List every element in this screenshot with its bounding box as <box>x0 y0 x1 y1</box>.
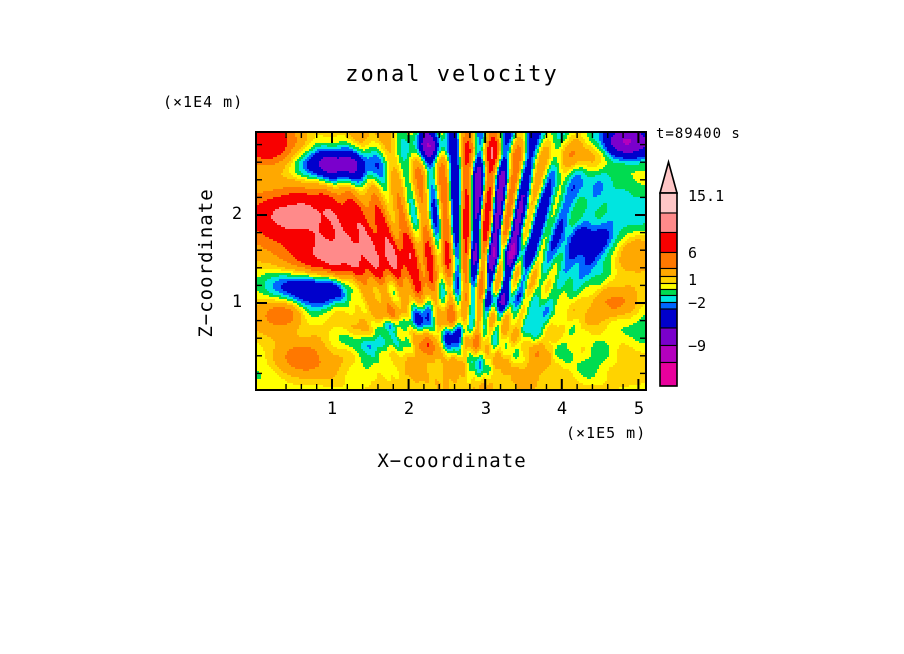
chart-title: zonal velocity <box>345 62 559 87</box>
colorbar-outline <box>659 192 678 387</box>
colorbar-band <box>659 267 678 278</box>
y-axis-unit-label: (×1E4 m) <box>163 93 244 111</box>
colorbar-band <box>659 361 678 387</box>
colorbar-tick-label: 1 <box>688 271 698 289</box>
colorbar-tick-label: 6 <box>688 243 698 262</box>
colorbar-band <box>659 344 678 364</box>
x-tick-label: 3 <box>480 399 492 419</box>
x-tick-label: 5 <box>633 399 645 419</box>
colorbar-band <box>659 308 678 329</box>
colorbar-band <box>659 294 678 304</box>
x-tick-label: 2 <box>403 399 415 419</box>
contour-plot <box>255 131 647 391</box>
y-tick-label: 1 <box>231 292 243 312</box>
colorbar-tick-label: −2 <box>688 293 707 312</box>
colorbar-tick-label: −9 <box>688 336 707 355</box>
time-annotation: t=89400 s <box>656 126 741 142</box>
colorbar-band <box>659 231 678 254</box>
colorbar-band <box>659 192 678 214</box>
x-axis-label: X−coordinate <box>377 450 527 472</box>
y-axis-label: Z−coordinate <box>195 188 217 338</box>
y-tick-label: 2 <box>231 204 243 224</box>
colorbar-band <box>659 275 678 285</box>
colorbar <box>658 158 679 387</box>
colorbar-band <box>659 301 678 310</box>
colorbar-band <box>659 282 678 291</box>
colorbar-band <box>659 251 678 270</box>
x-tick-label: 4 <box>556 399 568 419</box>
colorbar-tick-label: 15.1 <box>688 187 725 205</box>
x-tick-label: 1 <box>326 399 338 419</box>
colorbar-band <box>659 212 678 234</box>
x-axis-unit-label: (×1E5 m) <box>566 424 647 442</box>
colorbar-band <box>659 288 678 297</box>
colorbar-band <box>659 327 678 347</box>
colorbar-arrow <box>658 158 679 194</box>
